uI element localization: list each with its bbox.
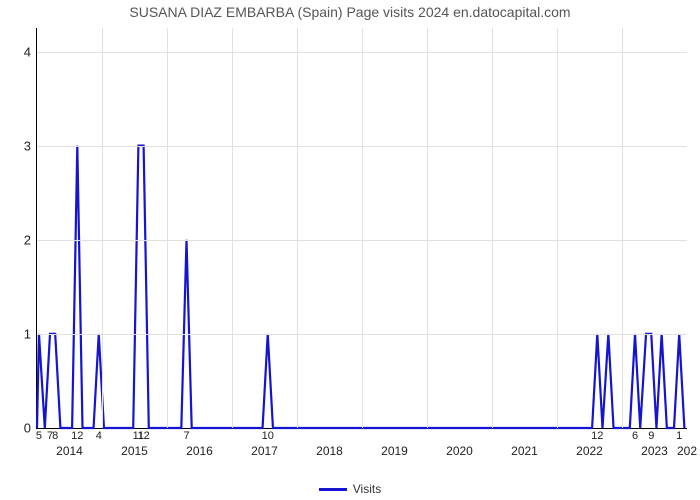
visits-line [37, 146, 684, 428]
ytick-label: 2 [24, 232, 37, 247]
grid-line-v [427, 28, 428, 428]
legend: Visits [0, 482, 700, 496]
xtick-minor-label: 5 [36, 428, 42, 442]
xtick-minor-label: 12 [71, 428, 83, 442]
xtick-minor-label: 9 [648, 428, 654, 442]
xtick-minor-label: 8 [52, 428, 58, 442]
grid-line-v [492, 28, 493, 428]
xtick-year-label: 2023 [641, 428, 668, 458]
xtick-minor-label: 12 [137, 428, 149, 442]
ytick-label: 3 [24, 138, 37, 153]
xtick-minor-label: 6 [632, 428, 638, 442]
legend-swatch [319, 488, 347, 491]
legend-label: Visits [353, 482, 381, 496]
xtick-year-label: 2016 [186, 428, 213, 458]
xtick-year-label: 2021 [511, 428, 538, 458]
grid-line-v [102, 28, 103, 428]
ytick-label: 4 [24, 44, 37, 59]
xtick-year-label: 2019 [381, 428, 408, 458]
xtick-minor-label: 10 [262, 428, 274, 442]
xtick-minor-label: 7 [183, 428, 189, 442]
chart-title: SUSANA DIAZ EMBARBA (Spain) Page visits … [0, 4, 700, 20]
plot-area: 0123420142015201620172018201920202021202… [36, 28, 687, 429]
grid-line-v [362, 28, 363, 428]
xtick-minor-label: 1 [676, 428, 682, 442]
visits-chart: SUSANA DIAZ EMBARBA (Spain) Page visits … [0, 0, 700, 500]
grid-line-v [167, 28, 168, 428]
ytick-label: 1 [24, 326, 37, 341]
xtick-year-label: 2020 [446, 428, 473, 458]
xtick-minor-label: 4 [96, 428, 102, 442]
grid-line-v [297, 28, 298, 428]
grid-line-v [232, 28, 233, 428]
grid-line-v [622, 28, 623, 428]
xtick-year-label: 2018 [316, 428, 343, 458]
xtick-minor-label: 12 [591, 428, 603, 442]
grid-line-v [557, 28, 558, 428]
